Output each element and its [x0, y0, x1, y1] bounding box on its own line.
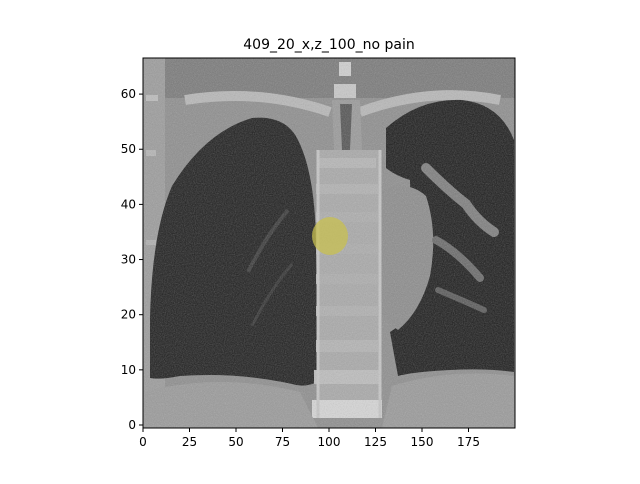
x-tick-label: 75: [275, 435, 290, 449]
y-tick-label: 20: [121, 308, 136, 322]
x-tick-label: 100: [318, 435, 341, 449]
y-tick-label: 60: [121, 87, 136, 101]
x-axis: 0 25 50 75 100 125 150 175: [139, 428, 480, 449]
y-tick-label: 50: [121, 142, 136, 156]
y-tick-label: 0: [128, 418, 136, 432]
x-tick-label: 150: [411, 435, 434, 449]
y-tick-label: 30: [121, 253, 136, 267]
overlay-region: [312, 217, 348, 255]
y-tick-label: 40: [121, 197, 136, 211]
x-tick-label: 175: [457, 435, 480, 449]
x-tick-label: 25: [182, 435, 197, 449]
figure-title: 409_20_x,z_100_no pain: [243, 37, 414, 53]
x-tick-label: 0: [139, 435, 147, 449]
y-tick-label: 10: [121, 363, 136, 377]
x-tick-label: 50: [228, 435, 243, 449]
ct-image: [143, 58, 515, 428]
y-axis: 0 10 20 30 40 50 60: [121, 87, 143, 432]
x-tick-label: 125: [364, 435, 387, 449]
